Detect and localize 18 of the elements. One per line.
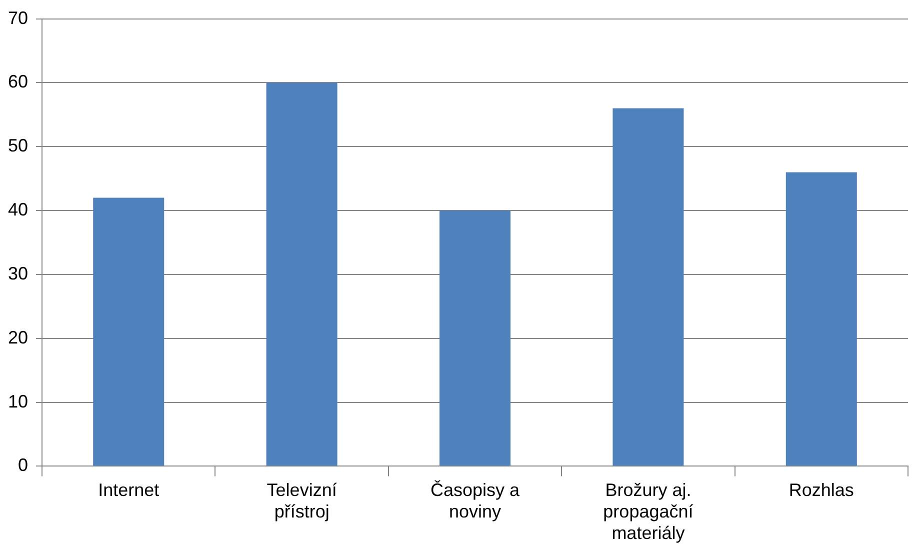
y-tick-label: 10 [8,391,28,412]
bar [612,108,684,466]
x-tick-label: Časopisy a noviny [430,480,521,522]
y-tick-label: 20 [8,327,28,348]
x-tick-label: Internet [98,480,160,500]
bar [266,82,338,466]
x-tick-label: Brožury aj. propagační materiály [603,480,694,544]
y-tick-label: 0 [18,455,28,476]
y-tick-label: 30 [8,263,28,284]
y-tick-label: 60 [8,72,28,92]
bar [786,172,857,466]
y-tick-label: 70 [8,8,28,28]
y-tick-label: 50 [8,136,28,156]
x-tick-label: Rozhlas [788,480,854,500]
y-tick-label: 40 [8,200,28,220]
bar [93,198,164,466]
x-tick-label: Televizní přístroj [266,480,337,522]
bar [440,210,511,466]
